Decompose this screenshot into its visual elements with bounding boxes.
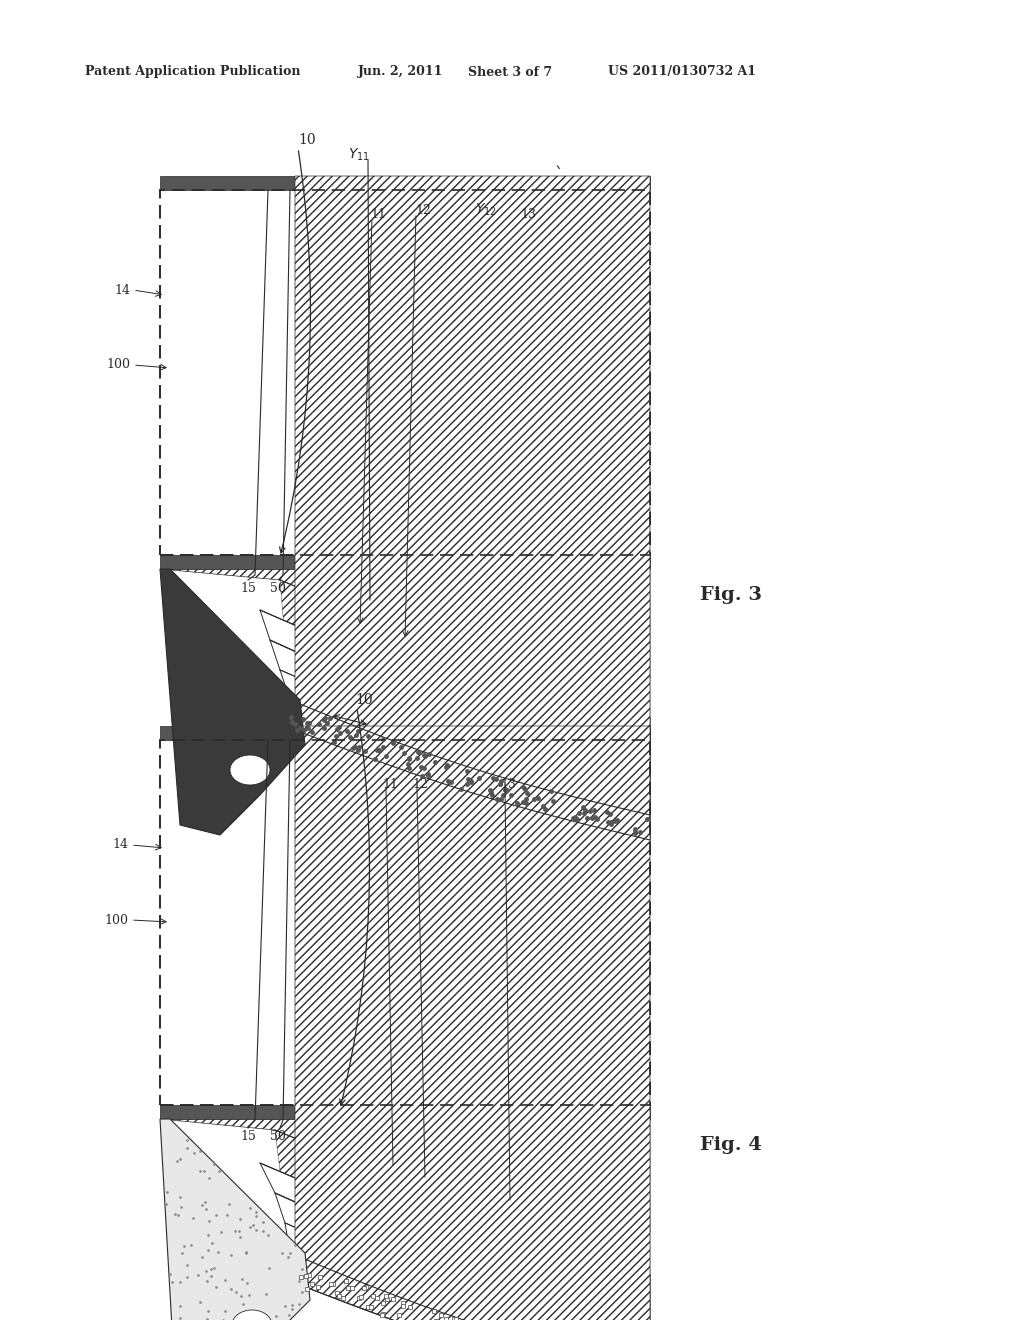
Text: 13: 13	[520, 209, 536, 222]
Text: 11: 11	[370, 209, 386, 222]
Text: 100: 100	[106, 359, 130, 371]
Text: 10: 10	[355, 693, 373, 708]
Text: `: `	[555, 166, 563, 183]
Polygon shape	[160, 1119, 650, 1232]
Polygon shape	[295, 176, 650, 840]
Polygon shape	[160, 1105, 650, 1119]
Ellipse shape	[232, 1309, 272, 1320]
Text: 100: 100	[104, 913, 128, 927]
Text: 14: 14	[112, 838, 128, 851]
Polygon shape	[160, 1119, 310, 1320]
Text: Fig. 4: Fig. 4	[700, 1137, 762, 1154]
Polygon shape	[160, 726, 650, 741]
Text: 11: 11	[382, 779, 398, 792]
Polygon shape	[280, 579, 650, 814]
Polygon shape	[160, 176, 650, 190]
Polygon shape	[160, 569, 305, 836]
Polygon shape	[160, 554, 650, 569]
Bar	[160, 190, 650, 554]
Polygon shape	[285, 1224, 650, 1320]
Text: 12: 12	[412, 779, 428, 792]
Text: $Y_{12}$: $Y_{12}$	[475, 202, 497, 218]
Text: 15: 15	[240, 1130, 256, 1143]
Text: Patent Application Publication: Patent Application Publication	[85, 66, 300, 78]
Polygon shape	[260, 1163, 650, 1305]
Bar	[160, 741, 650, 1105]
Polygon shape	[160, 569, 650, 677]
Text: 50: 50	[270, 1130, 286, 1143]
Text: 50: 50	[270, 582, 286, 595]
Text: 10: 10	[298, 133, 315, 147]
Polygon shape	[260, 610, 650, 750]
Bar	[160, 190, 650, 554]
Text: US 2011/0130732 A1: US 2011/0130732 A1	[608, 66, 756, 78]
Text: Fig. 3: Fig. 3	[700, 586, 762, 605]
Polygon shape	[275, 1130, 650, 1320]
Text: 12: 12	[415, 203, 431, 216]
Polygon shape	[290, 1253, 650, 1320]
Text: Sheet 3 of 7: Sheet 3 of 7	[468, 66, 552, 78]
Polygon shape	[295, 726, 650, 1320]
Ellipse shape	[230, 755, 270, 785]
Bar	[160, 741, 650, 1105]
Polygon shape	[280, 671, 650, 814]
Text: $Y_{11}$: $Y_{11}$	[348, 147, 370, 164]
Text: Jun. 2, 2011: Jun. 2, 2011	[358, 66, 443, 78]
Text: 13: 13	[500, 779, 516, 792]
Polygon shape	[290, 700, 650, 840]
Text: 14: 14	[114, 284, 130, 297]
Text: 15: 15	[240, 582, 256, 595]
Polygon shape	[275, 1193, 650, 1320]
Polygon shape	[270, 640, 650, 785]
